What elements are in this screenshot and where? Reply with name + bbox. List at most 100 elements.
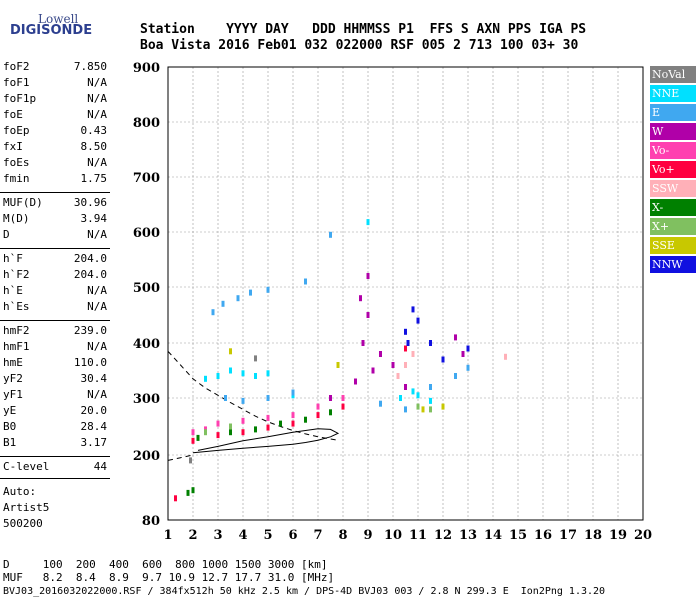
panel-separator: [0, 478, 110, 479]
panel-separator: [0, 456, 110, 457]
data-point-nnw: [404, 328, 407, 335]
data-point-nnw: [411, 306, 415, 313]
param-m-d-: M(D) 3.94: [3, 212, 107, 228]
panel-separator: [0, 248, 110, 249]
x-tick-label: 14: [484, 528, 502, 543]
param-h-f: h`F 204.0: [3, 252, 107, 268]
data-point-vo-: [291, 420, 295, 427]
legend-item-x-: X+: [650, 218, 696, 235]
param-name: foEs: [3, 156, 30, 169]
param-value: N/A: [87, 340, 107, 353]
param-value: 204.0: [73, 252, 107, 265]
data-point-sse: [441, 403, 445, 410]
legend-item-nnw: NNW: [650, 256, 696, 273]
param-value: 1.75: [80, 172, 108, 185]
data-point-nne: [399, 395, 402, 401]
param-hmf2: hmF2 239.0: [3, 324, 107, 340]
data-point-nne: [366, 219, 370, 226]
param-h-e: h`E N/A: [3, 284, 107, 300]
dashed-curve: [167, 350, 339, 441]
param-name: B1: [3, 436, 17, 449]
param-fmin: fmin 1.75: [3, 172, 107, 188]
muf-scale-row: MUF 8.2 8.4 8.9 9.7 10.9 12.7 17.7 31.0 …: [3, 571, 335, 584]
x-tick-label: 11: [409, 528, 427, 543]
legend-item-nne: NNE: [650, 85, 696, 102]
param-value: 110.0: [73, 356, 107, 369]
x-tick-label: 16: [534, 528, 552, 543]
data-point-nne: [216, 373, 220, 379]
param-name: h`F2: [3, 268, 30, 281]
data-point-e: [304, 278, 307, 285]
param-value: 239.0: [73, 324, 107, 337]
data-point-x-: [191, 487, 195, 494]
param-name: yF1: [3, 388, 23, 401]
y-tick-label: 80: [142, 514, 160, 529]
data-point-nnw: [441, 356, 445, 363]
x-tick-label: 5: [263, 528, 272, 543]
y-tick-label: 400: [133, 337, 160, 352]
data-point-w: [366, 312, 370, 318]
x-tick-label: 4: [238, 528, 247, 543]
param-value: N/A: [87, 156, 107, 169]
data-point-x-: [304, 416, 307, 423]
data-point-ssw: [411, 351, 415, 357]
x-tick-label: 1: [163, 528, 172, 543]
auto-method: Artist5: [3, 501, 50, 514]
param-h-es: h`Es N/A: [3, 300, 107, 316]
data-point-nne: [411, 388, 415, 395]
data-point-e: [249, 289, 252, 296]
x-tick-label: 18: [584, 528, 602, 543]
data-point-e: [224, 395, 227, 401]
param-value: N/A: [87, 108, 107, 121]
legend-item-w: W: [650, 123, 696, 140]
param-name: foF1p: [3, 92, 37, 105]
data-point-e: [329, 231, 332, 238]
data-point-vo-: [266, 424, 270, 431]
data-point-noval: [254, 355, 257, 362]
y-tick-label: 700: [133, 171, 160, 186]
param-fof1: foF1 N/A: [3, 76, 107, 92]
x-tick-label: 2: [188, 528, 197, 543]
x-tick-label: 9: [363, 528, 372, 543]
data-point-vo-: [191, 429, 195, 436]
param-name: M(D): [3, 212, 30, 225]
data-point-w: [404, 384, 407, 390]
param-h-f2: h`F2 204.0: [3, 268, 107, 284]
data-point-nne: [229, 367, 232, 374]
data-point-e: [241, 397, 245, 404]
param-value: 3.17: [80, 436, 108, 449]
data-point-e: [429, 384, 432, 390]
legend-item-vo-: Vo-: [650, 142, 696, 159]
logo-lowell: Lowell: [38, 12, 79, 26]
point-layer: [174, 219, 507, 502]
header-row-1: Station YYYY DAY DDD HHMMSS P1 FFS S AXN…: [140, 22, 587, 37]
data-point-e: [466, 364, 470, 371]
param-name: h`E: [3, 284, 23, 297]
param-name: h`F: [3, 252, 23, 265]
y-tick-label: 900: [133, 61, 160, 76]
data-point-e: [454, 373, 457, 379]
param-value: N/A: [87, 284, 107, 297]
x-tick-label: 13: [459, 528, 477, 543]
data-point-vo-: [316, 412, 320, 419]
param-name: yE: [3, 404, 17, 417]
grid-layer: [168, 67, 643, 520]
legend-item-e: E: [650, 104, 696, 121]
axis-layer: 1 2 3 4 5 6 7 8 9 10 11 12 13 14 15 16 17 18 19 20802003004…: [133, 61, 652, 543]
param-name: fxI: [3, 140, 23, 153]
y-tick-label: 300: [133, 392, 160, 407]
param-name: foF1: [3, 76, 30, 89]
param-name: B0: [3, 420, 17, 433]
data-point-vo-: [241, 417, 245, 424]
data-point-x-: [254, 426, 257, 433]
data-point-x-: [429, 406, 432, 413]
data-point-e: [266, 395, 270, 401]
data-point-x-: [229, 429, 232, 436]
data-point-x-: [229, 423, 232, 430]
legend-item-sse: SSE: [650, 237, 696, 254]
data-point-vo-: [291, 412, 295, 419]
param-fxi: fxI 8.50: [3, 140, 107, 156]
data-point-e: [291, 389, 295, 396]
param-value: 0.43: [80, 124, 108, 137]
